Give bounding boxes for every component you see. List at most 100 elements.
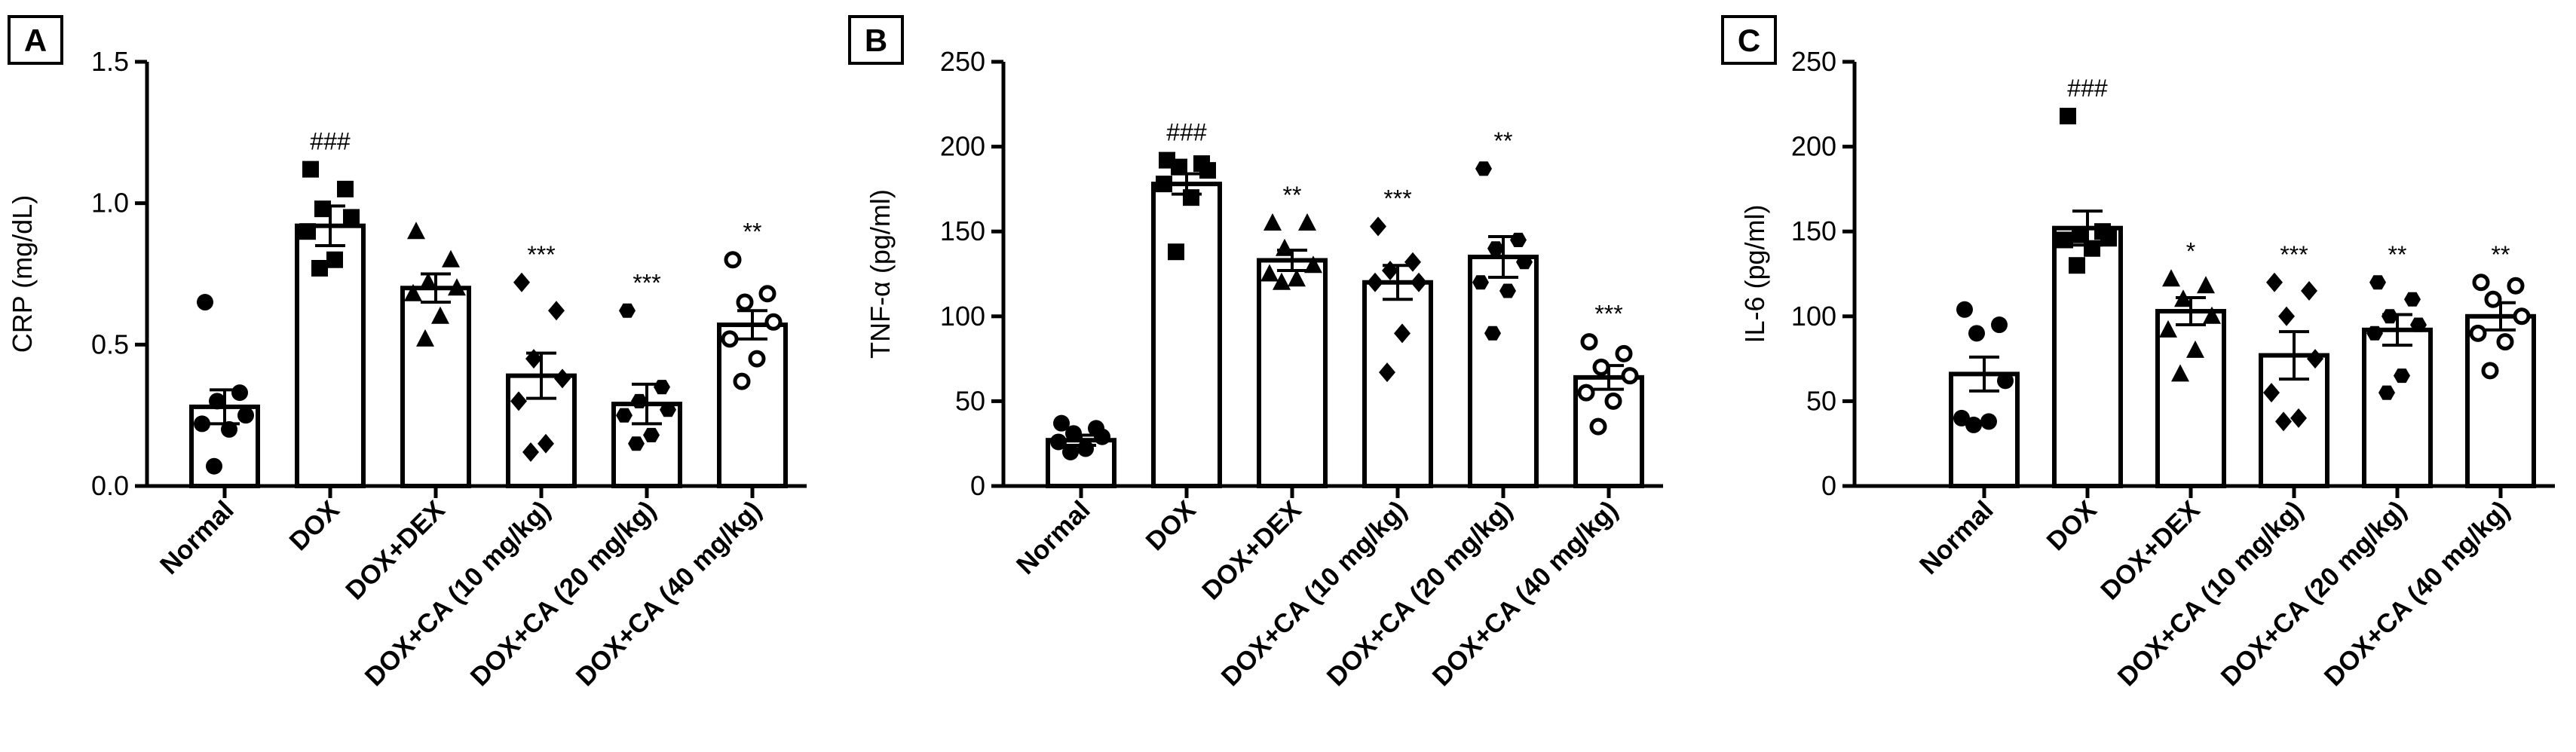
data-point xyxy=(631,393,648,408)
data-point xyxy=(2307,349,2323,369)
bar xyxy=(2362,327,2433,489)
data-point xyxy=(619,303,636,318)
data-point xyxy=(209,393,225,410)
data-point xyxy=(2410,317,2427,332)
data-point xyxy=(513,272,530,292)
data-point xyxy=(1991,316,2008,334)
data-point xyxy=(2472,274,2490,292)
data-point xyxy=(442,249,460,267)
data-point xyxy=(1053,414,1070,432)
data-point xyxy=(1604,392,1622,410)
data-point xyxy=(314,200,331,218)
data-point xyxy=(302,160,319,178)
data-point xyxy=(1260,264,1279,282)
data-point xyxy=(1472,275,1489,290)
data-point xyxy=(2278,306,2295,326)
data-point xyxy=(643,427,660,442)
data-point xyxy=(616,408,633,423)
y-tick-label: 200 xyxy=(940,131,985,162)
panel-b: B 0 50 100 150 200 250 TNF-α (pg/ml) Normal DOX ##… xyxy=(848,15,1663,692)
data-point xyxy=(2394,368,2410,384)
bar xyxy=(2052,225,2123,488)
data-point xyxy=(1062,443,1079,460)
x-category-label: DOX+CA (20 mg/kg) xyxy=(1322,495,1518,692)
data-point xyxy=(1298,212,1316,231)
data-point xyxy=(1168,243,1184,261)
data-point xyxy=(2301,281,2317,301)
data-point xyxy=(237,407,254,424)
data-point xyxy=(2275,411,2292,432)
x-category-label: DOX+CA (20 mg/kg) xyxy=(465,495,662,692)
data-point xyxy=(2484,290,2502,308)
significance-label: ### xyxy=(310,128,351,155)
x-category-label: DOX+DEX xyxy=(340,495,451,606)
data-point xyxy=(2369,275,2386,290)
data-point xyxy=(1589,417,1607,436)
data-point xyxy=(1382,260,1398,280)
data-point xyxy=(407,222,425,240)
data-point xyxy=(1516,255,1533,270)
data-point xyxy=(2381,309,2398,324)
bar xyxy=(717,323,788,488)
significance-label: * xyxy=(2186,237,2195,264)
y-tick-label: 250 xyxy=(940,46,985,77)
data-point xyxy=(2404,292,2421,307)
x-category-label: DOX+CA (40 mg/kg) xyxy=(571,495,767,692)
data-point xyxy=(2469,324,2487,342)
y-tick-label: 200 xyxy=(1791,131,1836,162)
x-category-label: Normal xyxy=(1011,495,1096,580)
data-point xyxy=(1577,384,1595,402)
x-category-label: DOX+CA (40 mg/kg) xyxy=(2319,495,2516,692)
data-point xyxy=(1956,301,1973,318)
data-point xyxy=(1183,189,1199,206)
data-point xyxy=(2366,326,2383,341)
data-point xyxy=(1510,232,1527,247)
data-point xyxy=(1487,241,1504,256)
bar xyxy=(1362,280,1433,488)
data-point xyxy=(1404,252,1421,272)
panel-label: A xyxy=(24,23,47,58)
data-point xyxy=(206,457,222,475)
data-point xyxy=(2162,269,2180,287)
panel-label: B xyxy=(865,23,887,58)
data-point xyxy=(1156,176,1172,193)
data-point xyxy=(2072,226,2088,243)
data-point xyxy=(311,259,328,277)
data-point xyxy=(733,372,751,390)
y-tick-label: 0.0 xyxy=(91,470,129,501)
y-tick-label: 1.5 xyxy=(91,46,129,77)
data-point xyxy=(1304,255,1322,274)
data-point xyxy=(748,350,766,368)
y-axis-title: TNF-α (pg/ml) xyxy=(865,189,896,359)
data-point xyxy=(1968,325,1985,342)
data-point xyxy=(554,368,571,389)
data-point xyxy=(525,349,542,369)
data-point xyxy=(1288,269,1306,287)
y-tick-label: 50 xyxy=(1806,385,1836,416)
data-point xyxy=(2084,240,2100,257)
data-point xyxy=(2513,307,2531,326)
data-point xyxy=(194,415,210,433)
data-point xyxy=(1276,238,1294,256)
data-point xyxy=(419,272,437,290)
data-point xyxy=(231,384,248,402)
x-category-label: Normal xyxy=(155,495,240,580)
data-point xyxy=(522,442,539,462)
significance-label: *** xyxy=(527,241,555,268)
panel-label-box xyxy=(8,15,63,65)
data-point xyxy=(1050,433,1067,451)
data-point xyxy=(2197,276,2215,294)
data-point xyxy=(2057,231,2073,249)
data-point xyxy=(2378,385,2395,400)
panel-c: C 0 50 100 150 200 250 IL-6 (pg/ml) Normal DOX ###… xyxy=(1721,15,2555,692)
data-point xyxy=(299,223,316,240)
data-point xyxy=(764,313,783,331)
bar xyxy=(1257,258,1328,488)
data-point xyxy=(2266,272,2283,292)
significance-label: ** xyxy=(2492,241,2510,268)
significance-label: ** xyxy=(2388,241,2407,268)
data-point xyxy=(1199,162,1216,179)
significance-label: ** xyxy=(743,219,762,246)
data-point xyxy=(2481,362,2499,380)
